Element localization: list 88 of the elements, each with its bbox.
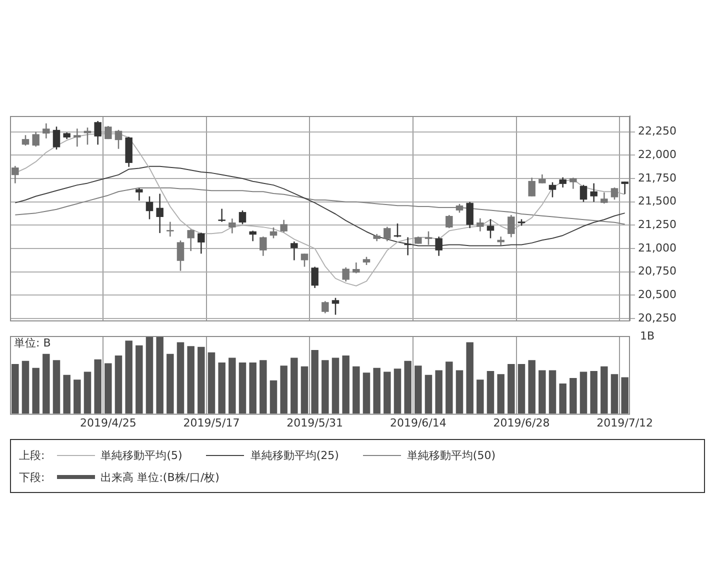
y-tick-label: 22,250: [638, 124, 676, 138]
x-tick-label: 2019/5/31: [286, 416, 344, 430]
bar: [352, 366, 360, 414]
bar: [300, 366, 308, 414]
bar: [486, 371, 494, 414]
bar: [342, 355, 350, 414]
bar: [621, 377, 628, 414]
bar: [280, 366, 288, 414]
bar: [570, 378, 577, 414]
candlestick: [166, 222, 174, 237]
bar: [208, 352, 216, 414]
bar: [104, 363, 112, 414]
bar: [394, 368, 402, 414]
bar: [362, 372, 370, 414]
bar: [290, 358, 298, 414]
bar: [538, 370, 546, 414]
legend-label: 出来高 単位:(B株/口/枚): [100, 470, 220, 484]
y-tick-label: 20,250: [638, 311, 676, 324]
bar: [136, 345, 143, 414]
bar: [52, 360, 60, 414]
bar: [228, 358, 236, 414]
bar: [12, 364, 19, 414]
candlestick: [621, 182, 628, 194]
bar: [260, 360, 267, 414]
bar: [125, 340, 132, 414]
bar: [373, 368, 380, 414]
bar: [497, 374, 504, 414]
legend-title: 上段:: [19, 448, 45, 462]
y-tick-label: 20,500: [638, 288, 676, 302]
bar: [94, 359, 102, 414]
y-tick-label: 22,000: [638, 148, 676, 162]
candlestick: [218, 208, 226, 222]
bar: [114, 355, 122, 414]
legend-label: 単純移動平均(5): [100, 448, 182, 462]
y-tick-label: 21,000: [638, 241, 676, 254]
text: 1B: [640, 329, 655, 342]
bar: [63, 374, 70, 414]
legend-title: 下段:: [19, 470, 45, 484]
bar: [424, 374, 432, 414]
bar: [198, 346, 205, 414]
legend-label: 単純移動平均(25): [250, 448, 339, 462]
bar: [528, 360, 536, 414]
bar: [22, 360, 30, 414]
x-tick-label: 2019/5/17: [183, 416, 240, 430]
legend-label: 単純移動平均(50): [406, 448, 496, 462]
bar: [146, 336, 154, 414]
bar: [218, 362, 226, 414]
bar: [156, 336, 164, 414]
bar: [42, 354, 50, 414]
bar: [600, 366, 608, 414]
bar: [311, 350, 318, 414]
bar: [456, 370, 464, 414]
y-tick-label: 21,500: [638, 194, 676, 208]
bar: [404, 360, 412, 414]
bar: [476, 380, 484, 414]
x-tick-label: 2019/6/14: [390, 416, 446, 430]
bar: [508, 364, 515, 414]
bar: [548, 370, 556, 414]
bar: [518, 364, 526, 414]
candlestick: [74, 128, 81, 147]
y-tick-label: 21,750: [638, 171, 676, 184]
x-tick-label: 2019/6/28: [493, 416, 550, 430]
y-tick-label: 21,250: [638, 218, 676, 232]
bar: [270, 380, 278, 414]
bar: [332, 358, 340, 414]
bar: [580, 372, 588, 414]
candlestick: [156, 194, 164, 234]
y-tick-label: 20,750: [638, 264, 676, 278]
bar: [559, 383, 566, 414]
bar: [32, 368, 40, 414]
bar: [176, 342, 184, 414]
bar: [384, 372, 391, 414]
bar: [84, 372, 92, 414]
bar: [435, 370, 442, 414]
bar: [610, 374, 618, 414]
bar: [187, 346, 194, 414]
bar: [590, 371, 598, 414]
bar: [414, 366, 422, 414]
bar: [322, 360, 329, 414]
bar: [166, 354, 174, 414]
bar: [238, 362, 246, 414]
annotation: 単位: B: [14, 336, 51, 350]
bar: [466, 342, 474, 414]
bar: [74, 380, 81, 414]
x-tick-label: 2019/7/12: [596, 416, 654, 430]
x-tick-label: 2019/4/25: [80, 416, 136, 430]
bar: [249, 362, 256, 414]
bar: [446, 362, 453, 414]
